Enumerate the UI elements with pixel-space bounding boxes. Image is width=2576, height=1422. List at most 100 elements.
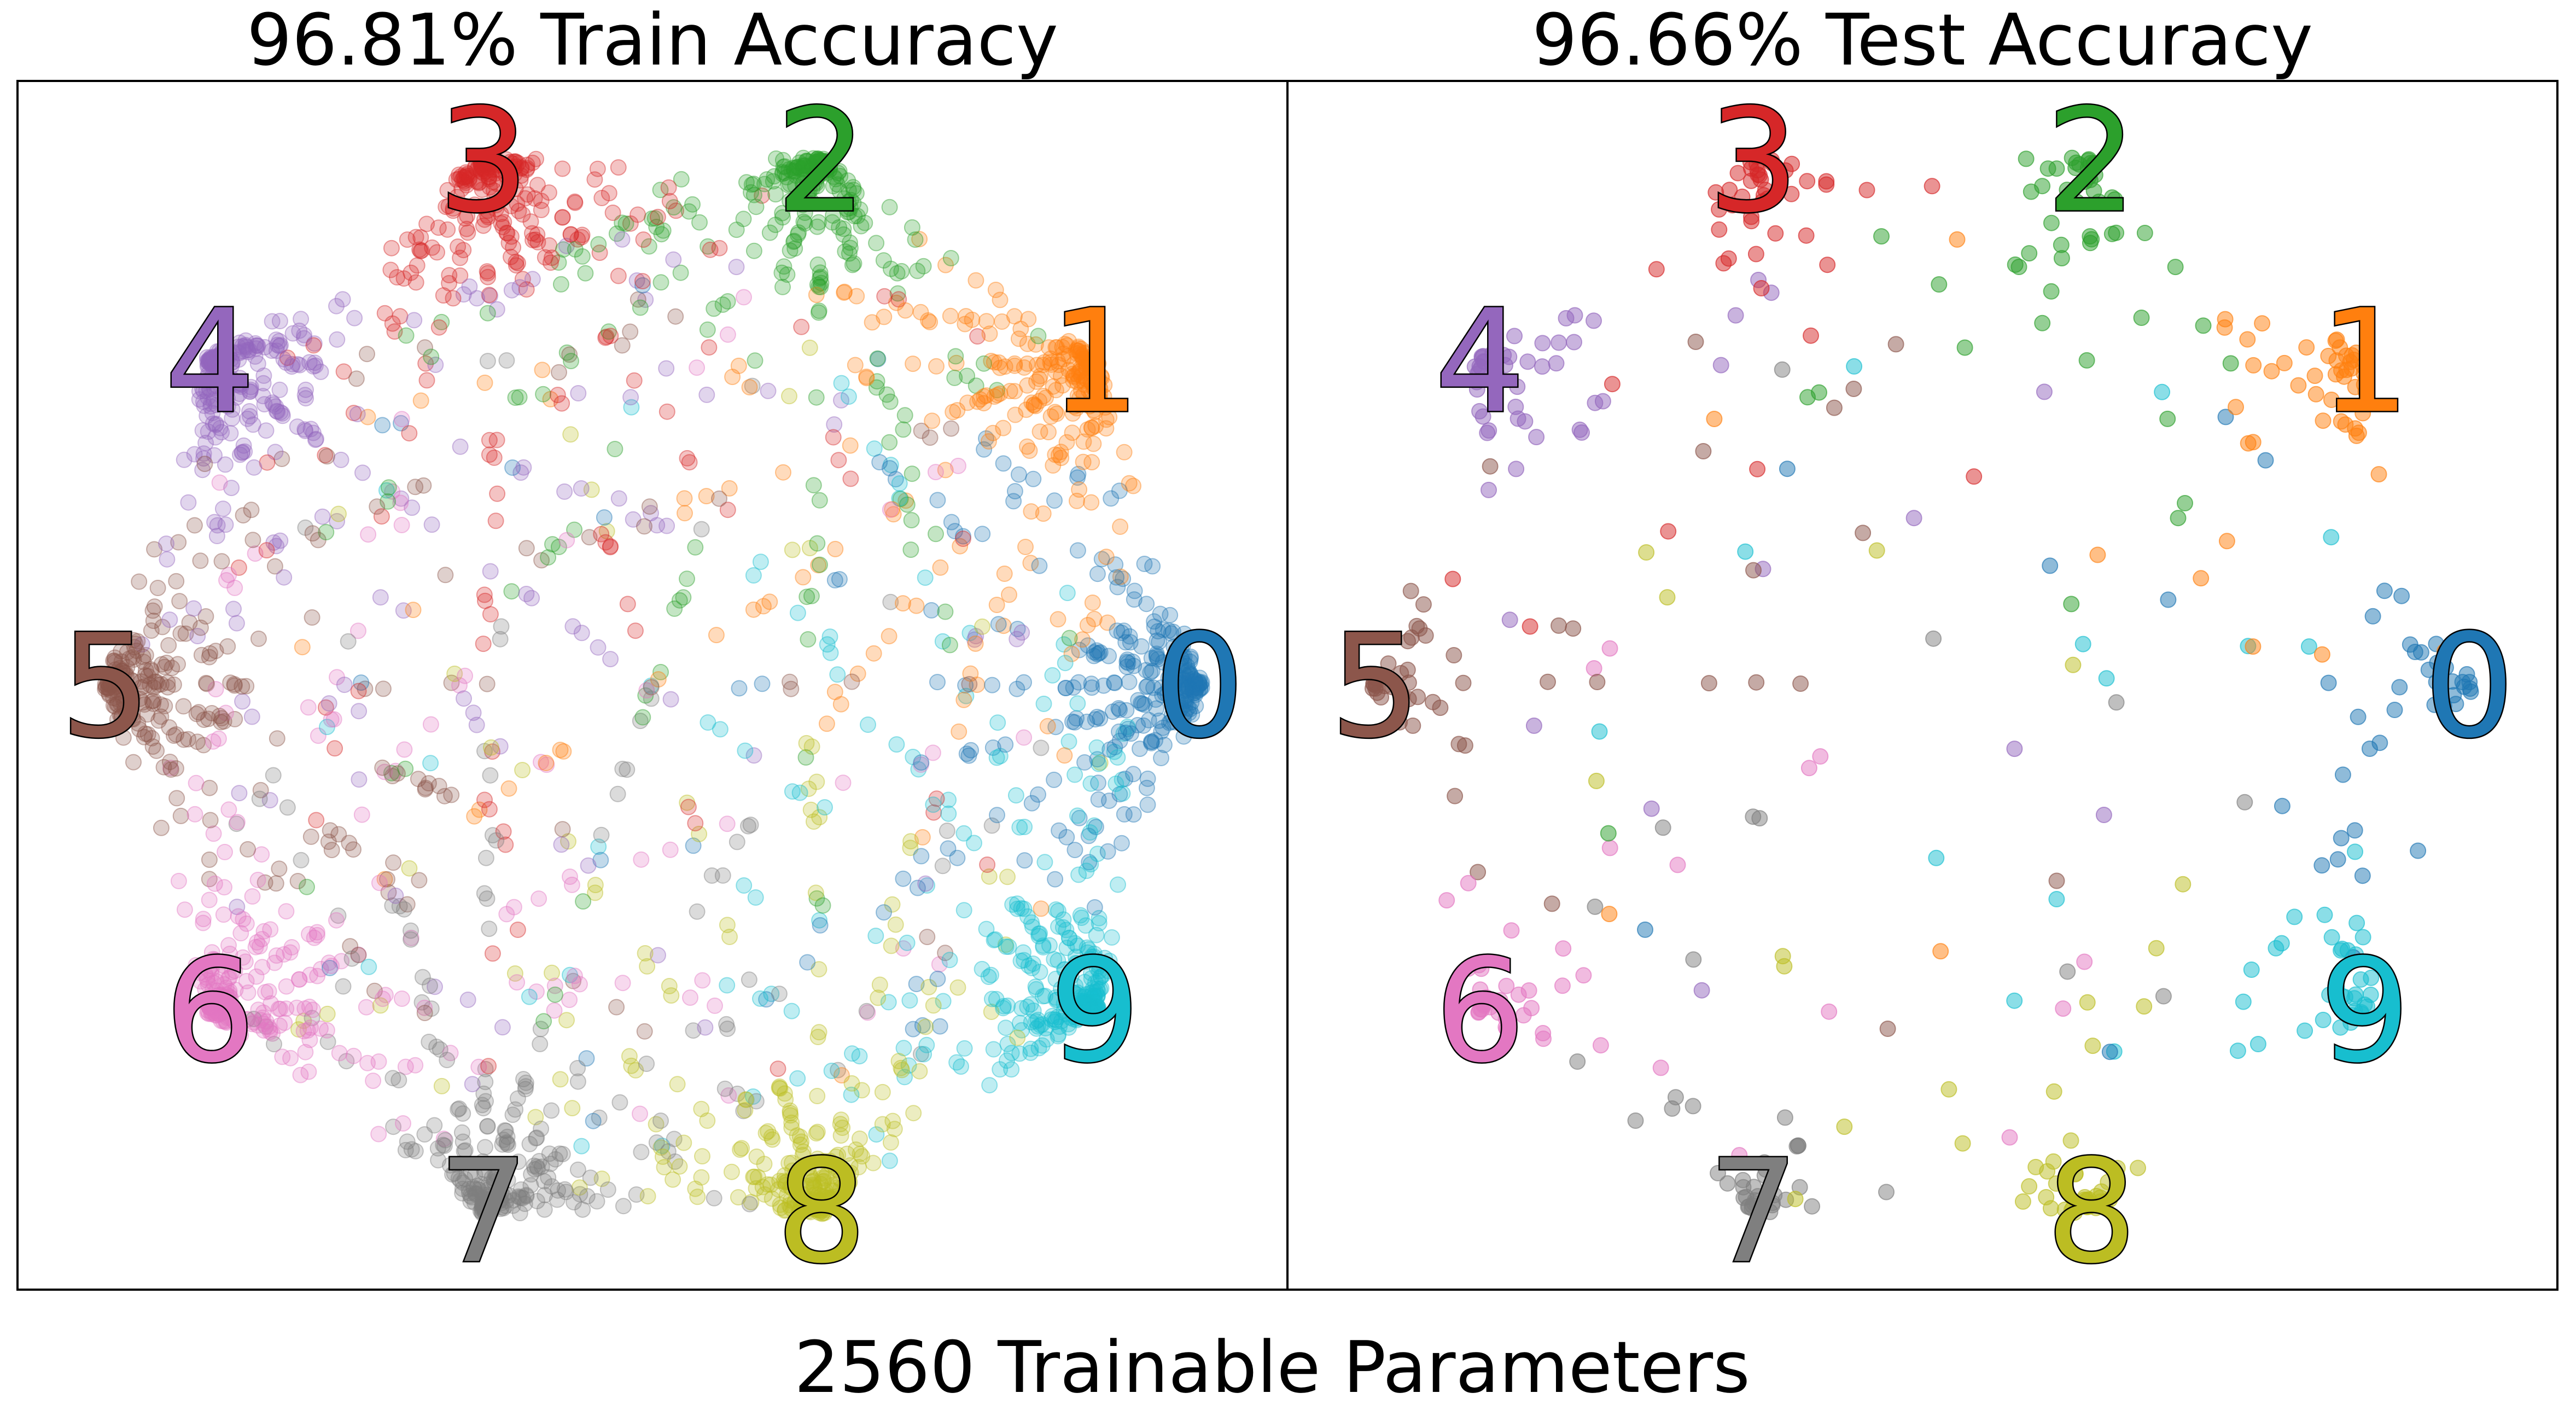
scatter-point-class-2 — [786, 162, 803, 179]
scatter-point-class-9 — [1056, 1003, 1073, 1019]
scatter-point-class-7 — [446, 1165, 463, 1182]
scatter-point-class-7 — [1925, 630, 1942, 647]
scatter-point-class-2 — [989, 382, 1005, 399]
scatter-point-class-4 — [697, 1019, 714, 1036]
scatter-point-class-1 — [1006, 383, 1023, 400]
scatter-point-class-0 — [1079, 713, 1095, 730]
scatter-point-class-0 — [1108, 569, 1125, 586]
scatter-point-class-7 — [452, 1172, 469, 1189]
scatter-point-class-7 — [453, 1124, 470, 1141]
scatter-point-class-1 — [471, 801, 488, 818]
scatter-point-class-0 — [2257, 452, 2274, 469]
scatter-point-class-5 — [608, 999, 625, 1016]
scatter-point-class-9 — [1075, 1000, 1092, 1017]
scatter-point-class-4 — [1528, 429, 1545, 446]
scatter-point-class-7 — [462, 1187, 479, 1204]
scatter-point-class-6 — [359, 1054, 376, 1071]
scatter-point-class-8 — [801, 540, 818, 557]
scatter-point-class-2 — [915, 258, 932, 275]
scatter-point-class-5 — [192, 552, 209, 569]
scatter-point-class-2 — [810, 304, 827, 321]
scatter-point-class-4 — [271, 337, 288, 354]
scatter-point-class-0 — [1153, 750, 1169, 766]
scatter-point-class-4 — [622, 389, 639, 406]
scatter-point-class-6 — [719, 815, 736, 832]
scatter-point-class-7 — [510, 1188, 527, 1205]
scatter-point-class-7 — [477, 849, 494, 866]
scatter-point-class-0 — [1125, 766, 1142, 783]
scatter-point-class-4 — [203, 353, 220, 370]
scatter-point-class-9 — [1056, 961, 1073, 978]
scatter-point-class-6 — [571, 976, 588, 993]
scatter-point-class-2 — [563, 353, 579, 370]
scatter-point-class-8 — [809, 1197, 826, 1214]
scatter-point-class-9 — [988, 990, 1005, 1007]
scatter-point-class-5 — [172, 625, 189, 642]
scatter-point-class-4 — [199, 353, 216, 370]
scatter-point-class-0 — [1057, 680, 1074, 696]
scatter-point-class-2 — [831, 183, 848, 200]
scatter-point-class-2 — [761, 224, 778, 241]
scatter-point-class-1 — [818, 715, 835, 732]
scatter-point-class-5 — [266, 558, 283, 575]
scatter-point-class-8 — [809, 1197, 826, 1214]
scatter-point-class-3 — [308, 812, 325, 829]
scatter-point-class-4 — [351, 771, 368, 788]
scatter-point-class-6 — [662, 841, 679, 858]
scatter-point-class-6 — [253, 846, 270, 863]
scatter-point-class-1 — [466, 808, 483, 825]
scatter-point-class-9 — [1087, 974, 1104, 991]
scatter-point-class-9 — [1082, 824, 1099, 841]
scatter-point-class-2 — [852, 201, 869, 218]
scatter-point-class-4 — [158, 535, 174, 552]
scatter-point-class-8 — [1638, 544, 1655, 561]
scatter-point-class-0 — [1006, 483, 1023, 500]
scatter-point-class-6 — [350, 946, 367, 963]
scatter-point-class-1 — [534, 362, 551, 378]
scatter-point-class-8 — [843, 1075, 860, 1092]
scatter-point-class-1 — [376, 871, 393, 888]
scatter-point-class-9 — [1007, 787, 1024, 804]
scatter-point-class-2 — [773, 264, 790, 281]
scatter-point-class-3 — [687, 815, 704, 832]
scatter-point-class-3 — [461, 171, 477, 188]
scatter-point-class-4 — [241, 342, 258, 359]
scatter-point-class-3 — [1798, 227, 1815, 244]
scatter-point-class-5 — [348, 370, 365, 387]
scatter-point-class-1 — [1039, 718, 1056, 735]
test-plot-frame — [1286, 80, 2558, 1291]
scatter-point-class-9 — [573, 1138, 590, 1155]
scatter-point-class-1 — [1065, 368, 1082, 384]
scatter-point-class-2 — [1061, 630, 1078, 646]
scatter-point-class-4 — [459, 992, 476, 1008]
scatter-point-class-6 — [188, 774, 205, 791]
scatter-point-class-6 — [528, 983, 545, 1000]
scatter-point-class-3 — [1799, 173, 1816, 190]
scatter-point-class-4 — [308, 430, 324, 447]
scatter-point-class-9 — [817, 799, 833, 816]
scatter-point-class-9 — [1030, 1040, 1047, 1057]
scatter-point-class-0 — [929, 492, 946, 509]
scatter-point-class-3 — [477, 154, 494, 170]
scatter-point-class-1 — [1081, 356, 1098, 372]
scatter-point-class-6 — [220, 801, 237, 818]
scatter-point-class-2 — [812, 269, 829, 285]
scatter-point-class-9 — [1060, 733, 1077, 750]
scatter-point-class-5 — [374, 759, 391, 776]
anchor-label-9: 9 — [2319, 929, 2410, 1094]
scatter-point-class-3 — [479, 156, 496, 173]
scatter-point-class-0 — [1150, 623, 1167, 640]
scatter-point-class-2 — [904, 219, 920, 236]
scatter-point-class-1 — [2239, 331, 2256, 348]
scatter-point-class-0 — [812, 917, 829, 934]
scatter-point-class-9 — [1086, 998, 1103, 1015]
scatter-point-class-9 — [941, 952, 958, 969]
scatter-point-class-7 — [399, 1133, 416, 1150]
scatter-point-class-8 — [1836, 1118, 1853, 1135]
scatter-point-class-2 — [795, 213, 812, 230]
scatter-point-class-3 — [1753, 280, 1770, 296]
scatter-point-class-3 — [1966, 468, 1983, 485]
scatter-point-class-6 — [310, 727, 327, 744]
scatter-point-class-2 — [812, 556, 828, 573]
scatter-point-class-2 — [809, 159, 826, 176]
